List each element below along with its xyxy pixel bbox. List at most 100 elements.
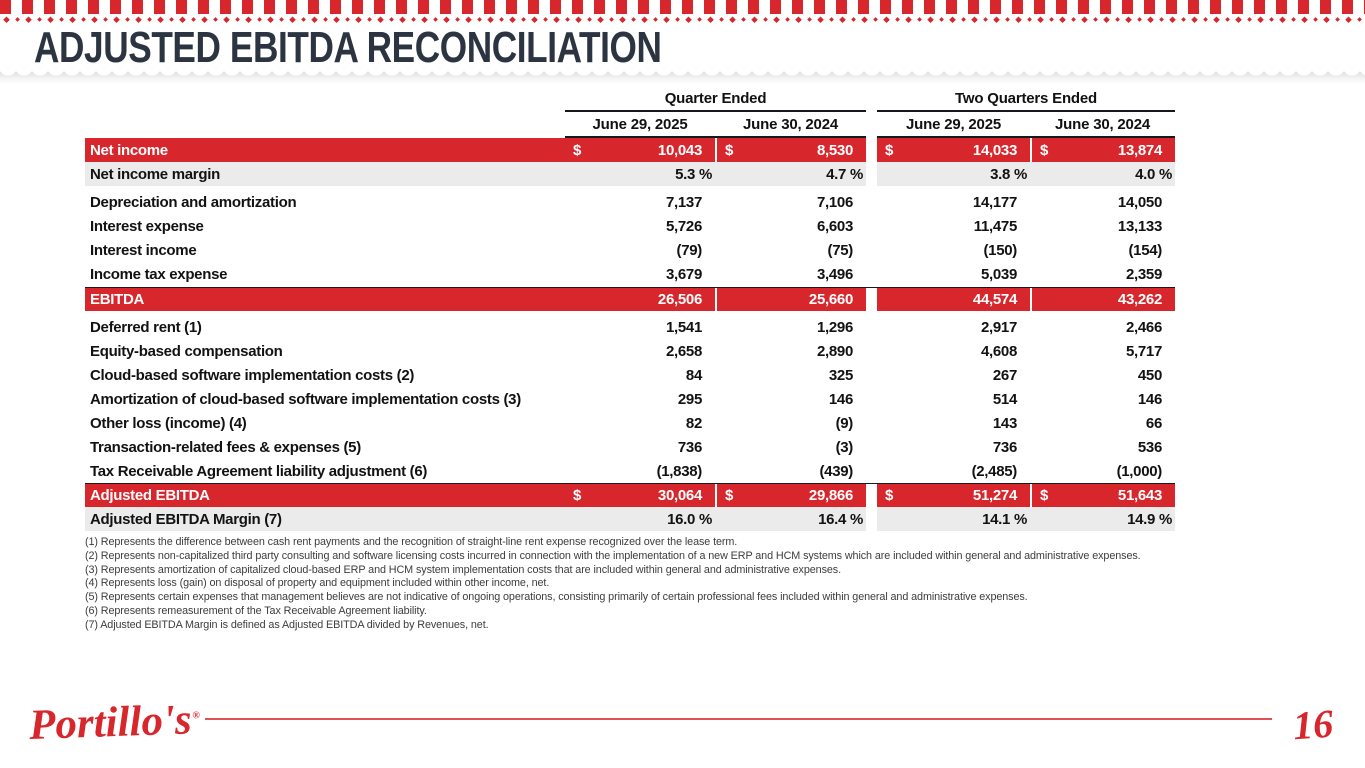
scalloped-divider xyxy=(0,70,1365,84)
column-group-label: Two Quarters Ended xyxy=(877,88,1175,112)
cell-value: 146 xyxy=(1137,390,1162,408)
value-cell: 450 xyxy=(1030,363,1175,387)
quarter-ended-values: 16.0 % 16.4 % xyxy=(565,507,866,531)
value-cell: 2,658 xyxy=(565,339,715,363)
value-cell: 5,717 xyxy=(1030,339,1175,363)
cell-value: 5,039 xyxy=(980,266,1017,283)
two-quarters-ended-values: $14,033 $13,874 xyxy=(877,138,1175,162)
cell-value: 26,506 xyxy=(657,290,702,308)
quarter-ended-values: 26,506 25,660 xyxy=(565,287,866,311)
cell-value: 3,679 xyxy=(665,266,702,283)
dollar-sign: $ xyxy=(573,141,582,159)
table-row: Income tax expense 3,679 3,496 5,039 2,359 xyxy=(85,263,1175,287)
quarter-ended-values: 736 (3) xyxy=(565,435,866,459)
value-cell: (79) xyxy=(565,239,715,263)
date-headers: June 29, 2025 June 30, 2024 xyxy=(877,112,1175,138)
row-label: Tax Receivable Agreement liability adjus… xyxy=(90,462,428,480)
cell-value: 5,726 xyxy=(665,218,702,235)
cell-value: 2,917 xyxy=(980,318,1017,336)
column-header: June 29, 2025 xyxy=(906,115,1001,133)
cell-value: 2,890 xyxy=(816,342,853,360)
value-cell: 13,133 xyxy=(1030,215,1175,239)
column-group-quarter-ended: Quarter Ended June 29, 2025 June 30, 202… xyxy=(565,88,866,138)
two-quarters-ended-values: $51,274 $51,643 xyxy=(877,484,1175,507)
date-headers: June 29, 2025 June 30, 2024 xyxy=(565,112,866,138)
value-cell: (75) xyxy=(715,239,866,263)
cell-value: (9) xyxy=(835,414,854,432)
value-cell: 11,475 xyxy=(877,215,1030,239)
table-row: Amortization of cloud-based software imp… xyxy=(85,387,1175,411)
diamond-border: ◆ ◆ ◆ ◆ ◆ ◆ ◆ ◆ ◆ ◆ ◆ ◆ ◆ ◆ ◆ ◆ ◆ ◆ ◆ ◆ ◆ ◆ ◆ ◆ ◆ ◆ ◆ ◆ ◆ ◆ ◆ ◆ ◆ ◆ ◆ ◆ ◆ ◆ ◆ ◆… xyxy=(3,15,1362,25)
table-row: Interest income (79) (75) (150) (154) xyxy=(85,239,1175,263)
dollar-sign: $ xyxy=(725,487,734,504)
footnote: (1) Represents the difference between ca… xyxy=(85,536,738,548)
value-cell: 14.1 % xyxy=(877,507,1030,531)
row-label: EBITDA xyxy=(85,287,565,311)
cell-value: 16.4 % xyxy=(818,510,863,528)
table-row: Net income $10,043 $8,530 $14,033 $13,874 xyxy=(85,138,1175,162)
cell-value: 5,717 xyxy=(1125,342,1162,360)
cell-value: 736 xyxy=(992,438,1017,456)
quarter-ended-values: 5,726 6,603 xyxy=(565,215,866,239)
value-cell: 1,541 xyxy=(565,315,715,339)
column-header: June 29, 2025 xyxy=(592,115,688,133)
value-cell: (439) xyxy=(715,459,866,483)
two-quarters-ended-values: 2,917 2,466 xyxy=(877,315,1175,339)
value-cell: $14,033 xyxy=(877,138,1030,162)
cell-value: 82 xyxy=(685,414,702,432)
column-header: June 30, 2024 xyxy=(743,115,838,133)
cell-value: 3,496 xyxy=(816,266,853,283)
cell-value: (79) xyxy=(676,242,703,259)
value-cell: 4.0 % xyxy=(1030,162,1175,186)
footnote: (6) Represents remeasurement of the Tax … xyxy=(85,605,427,618)
value-cell: 5.3 % xyxy=(565,162,715,186)
cell-value: 2,658 xyxy=(665,342,702,360)
value-cell: 146 xyxy=(1030,387,1175,411)
cell-value: 2,359 xyxy=(1125,266,1162,283)
cell-value: 4.0 % xyxy=(1135,165,1172,183)
cell-value: (154) xyxy=(1128,242,1162,259)
two-quarters-ended-values: 11,475 13,133 xyxy=(877,215,1175,239)
cell-value: 325 xyxy=(828,366,853,384)
value-cell: 26,506 xyxy=(565,288,715,311)
quarter-ended-values: (79) (75) xyxy=(565,239,866,263)
value-cell: 2,917 xyxy=(877,315,1030,339)
row-label: Equity-based compensation xyxy=(90,342,283,360)
value-cell: $51,274 xyxy=(877,484,1030,507)
value-cell: 295 xyxy=(565,387,715,411)
value-cell: 1,296 xyxy=(715,315,866,339)
value-cell: 84 xyxy=(565,363,715,387)
cell-value: 146 xyxy=(828,390,853,408)
cell-value: 30,064 xyxy=(657,487,702,504)
value-cell: 514 xyxy=(877,387,1030,411)
row-label: Transaction-related fees & expenses (5) xyxy=(90,438,361,456)
quarter-ended-values: $30,064 $29,866 xyxy=(565,484,866,507)
cell-value: 514 xyxy=(992,390,1017,408)
cell-value: 11,475 xyxy=(973,218,1018,235)
value-cell: 44,574 xyxy=(877,288,1030,311)
row-label: Interest expense xyxy=(90,218,204,235)
two-quarters-ended-values: 14,177 14,050 xyxy=(877,191,1175,215)
two-quarters-ended-values: 514 146 xyxy=(877,387,1175,411)
quarter-ended-values: 82 (9) xyxy=(565,411,866,435)
cell-value: 7,106 xyxy=(816,194,853,211)
main-content: Quarter Ended June 29, 2025 June 30, 202… xyxy=(0,84,1365,633)
column-header: June 30, 2024 xyxy=(1055,115,1150,133)
cell-value: 43,262 xyxy=(1117,290,1162,308)
footer-divider-line xyxy=(205,718,1272,720)
value-cell: $10,043 xyxy=(565,138,715,162)
value-cell: 736 xyxy=(877,435,1030,459)
value-cell: 25,660 xyxy=(715,287,866,311)
value-cell: $30,064 xyxy=(565,484,715,507)
cell-value: 295 xyxy=(677,390,702,408)
quarter-ended-values: 84 325 xyxy=(565,363,866,387)
footnote: (4) Represents loss (gain) on disposal o… xyxy=(85,577,550,590)
value-cell: (1,000) xyxy=(1030,459,1175,483)
two-quarters-ended-values: 267 450 xyxy=(877,363,1175,387)
value-cell: 3,496 xyxy=(715,263,866,287)
value-cell: 7,106 xyxy=(715,191,866,215)
cell-value: (150) xyxy=(983,242,1017,259)
value-cell: (9) xyxy=(715,411,866,435)
table-row: Transaction-related fees & expenses (5) 7… xyxy=(85,435,1175,459)
cell-value: 66 xyxy=(1145,414,1162,432)
